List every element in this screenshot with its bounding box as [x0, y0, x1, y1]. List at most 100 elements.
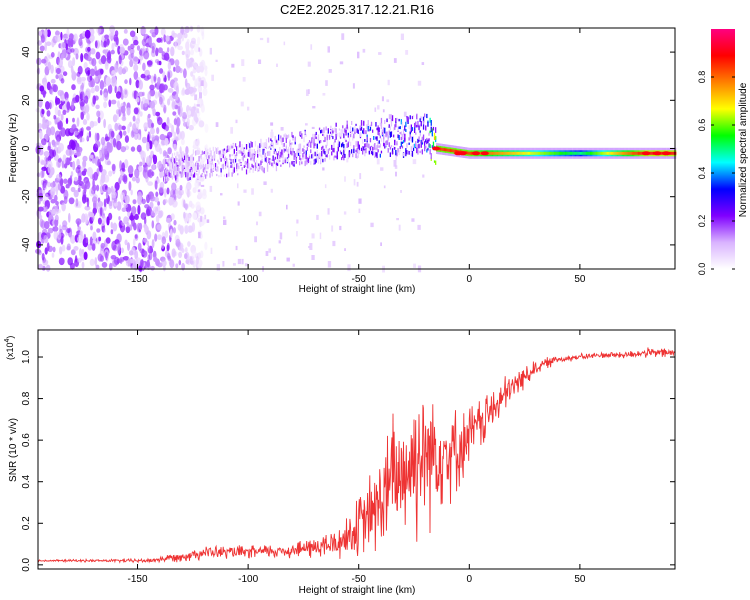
heatmap-noise-cell: [150, 127, 155, 135]
heatmap-band-cell: [366, 142, 368, 148]
heatmap-band-cell: [169, 171, 171, 173]
heatmap-band-cell: [167, 162, 169, 167]
heatmap-noise-cell: [192, 74, 196, 81]
heatmap-noise-cell: [89, 154, 94, 159]
heatmap-noise-cell: [183, 32, 188, 39]
heatmap-band-cell: [479, 151, 481, 155]
heatmap-band-cell: [192, 157, 195, 161]
heatmap-band-cell: [242, 155, 244, 162]
heatmap-noise-cell: [89, 236, 93, 246]
heatmap-noise-cell: [77, 187, 81, 193]
heatmap-band-cell: [291, 142, 293, 145]
heatmap-band-cell: [307, 142, 310, 147]
heatmap-band-cell: [228, 172, 230, 177]
heatmap-band-cell: [239, 160, 241, 165]
heatmap-noise-cell: [115, 109, 120, 115]
heatmap-band-cell: [400, 141, 402, 147]
heatmap-noise-cell: [186, 117, 190, 127]
heatmap-band-cell: [264, 157, 266, 162]
heatmap-band-cell: [229, 146, 231, 150]
heatmap-noise-cell: [150, 265, 155, 271]
heatmap-band-cell: [214, 150, 217, 153]
heatmap-band-cell: [383, 137, 385, 143]
heatmap-noise-cell: [99, 164, 103, 173]
heatmap-noise-cell: [142, 157, 146, 166]
heatmap-speckle-cell: [419, 116, 423, 120]
heatmap-band-cell: [241, 157, 243, 161]
heatmap-band-cell: [416, 113, 418, 120]
heatmap-band-cell: [186, 163, 188, 169]
heatmap-band-cell: [167, 158, 169, 164]
heatmap-band-cell: [245, 144, 248, 150]
heatmap-band-cell: [608, 151, 610, 155]
heatmap-noise-cell: [60, 100, 66, 105]
heatmap-speckle-cell: [254, 236, 257, 243]
heatmap-noise-cell: [78, 248, 83, 257]
heatmap-band-cell: [639, 151, 641, 155]
heatmap-noise-cell: [176, 117, 181, 127]
heatmap-band-cell: [281, 138, 283, 143]
heatmap-band-cell: [408, 151, 410, 155]
heatmap-band-cell: [323, 148, 325, 154]
heatmap-band-cell: [185, 172, 187, 178]
heatmap-noise-cell: [131, 176, 137, 182]
heatmap-band-cell: [214, 147, 217, 152]
heatmap-band-cell: [433, 160, 436, 163]
heatmap-band-cell: [274, 156, 276, 160]
heatmap-noise-cell: [55, 201, 59, 206]
heatmap-noise-cell: [41, 58, 47, 64]
heatmap-band-cell: [166, 167, 168, 170]
heatmap-band-cell: [181, 151, 184, 156]
heatmap-band-cell: [373, 147, 375, 151]
heatmap-band-cell: [428, 138, 430, 142]
heatmap-noise-cell: [94, 95, 99, 101]
heatmap-band-cell: [331, 144, 333, 150]
heatmap-noise-cell: [40, 34, 46, 43]
heatmap-speckle-cell: [211, 74, 214, 81]
heatmap-noise-cell: [183, 199, 186, 208]
heatmap-band-cell: [566, 151, 568, 155]
heatmap-band-cell: [505, 151, 508, 155]
heatmap-band-cell: [422, 120, 425, 125]
heatmap-noise-cell: [60, 113, 64, 121]
heatmap-band-cell: [541, 151, 543, 155]
heatmap-band-cell: [262, 169, 264, 173]
heatmap-band-cell: [358, 127, 360, 130]
heatmap-band-cell: [401, 121, 404, 128]
heatmap-noise-cell: [171, 32, 178, 38]
heatmap-speckle-cell: [196, 104, 200, 107]
heatmap-noise-cell: [127, 123, 130, 134]
heatmap-noise-cell: [49, 102, 52, 110]
heatmap-band-cell: [341, 157, 343, 161]
heatmap-noise-cell: [66, 28, 70, 38]
heatmap-band-cell: [396, 117, 398, 121]
heatmap-band-cell: [417, 120, 419, 127]
heatmap-speckle-cell: [396, 218, 399, 221]
heatmap-band-cell: [384, 127, 386, 134]
heatmap-band-cell: [366, 136, 368, 141]
heatmap-band-cell: [320, 156, 322, 160]
heatmap-noise-cell: [121, 116, 127, 122]
heatmap-noise-cell: [117, 45, 121, 55]
heatmap-band-cell: [362, 150, 364, 155]
heatmap-noise-cell: [129, 77, 132, 86]
heatmap-band-cell: [325, 126, 327, 131]
heatmap-band-cell: [224, 163, 227, 168]
heatmap-noise-cell: [47, 181, 51, 188]
heatmap-band-cell: [253, 152, 255, 156]
heatmap-band-cell: [243, 148, 245, 155]
heatmap-noise-cell: [112, 259, 118, 267]
heatmap-band-cell: [395, 150, 397, 156]
heatmap-speckle-cell: [230, 127, 233, 134]
heatmap-speckle-cell: [296, 219, 299, 224]
heatmap-speckle-cell: [216, 264, 220, 271]
heatmap-noise-cell: [90, 225, 93, 231]
heatmap-band-cell: [195, 162, 197, 168]
heatmap-noise-cell: [59, 178, 64, 187]
heatmap-speckle-cell: [366, 124, 369, 130]
heatmap-noise-cell: [154, 196, 159, 203]
heatmap-band-cell: [202, 168, 205, 173]
heatmap-noise-cell: [105, 76, 112, 87]
heatmap-band-cell: [374, 151, 376, 157]
heatmap-band-cell: [359, 132, 362, 137]
